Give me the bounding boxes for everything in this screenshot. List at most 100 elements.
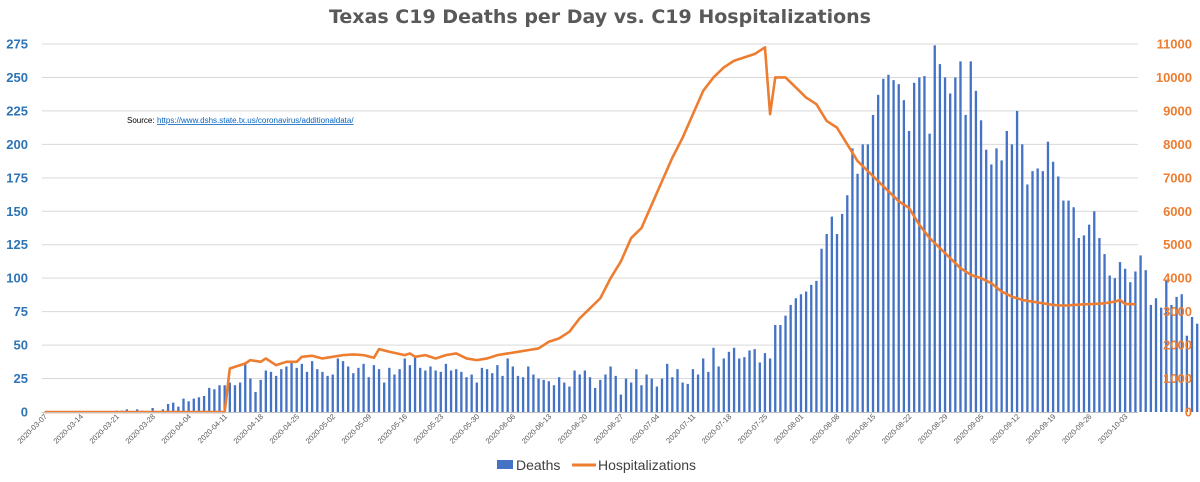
x-tick-label: 2020-05-09 (340, 412, 373, 445)
deaths-bar (372, 365, 376, 412)
deaths-bar (671, 377, 674, 412)
deaths-bar (974, 90, 978, 412)
deaths-bar (727, 351, 731, 412)
deaths-bar (954, 77, 957, 412)
deaths-bar (542, 379, 545, 412)
deaths-bar (722, 358, 725, 412)
deaths-bar (768, 358, 772, 412)
deaths-bar (213, 389, 216, 412)
deaths-bar (758, 362, 761, 412)
deaths-bar (820, 248, 823, 412)
source-link[interactable]: https://www.dshs.state.tx.us/coronavirus… (157, 116, 354, 125)
deaths-bar (609, 366, 612, 412)
deaths-bar (1149, 304, 1153, 412)
deaths-bar (326, 375, 329, 412)
y-axis-left: 0 25 50 75 100 125 150 175 200 225 250 275 (6, 37, 28, 420)
deaths-bar (717, 366, 720, 412)
x-tick-label: 2020-08-29 (916, 412, 949, 445)
deaths-bar (573, 370, 576, 412)
x-tick-label: 2020-06-06 (484, 412, 517, 445)
deaths-bar (532, 374, 535, 412)
deaths-bar (202, 395, 206, 412)
deaths-bar (151, 407, 154, 412)
deaths-bar (408, 365, 412, 412)
deaths-bar (269, 371, 273, 412)
deaths-bar (429, 366, 432, 412)
deaths-bar (177, 406, 180, 412)
y-right-tick-label: 2000 (1163, 338, 1192, 353)
deaths-bar (928, 133, 931, 412)
deaths-bar (866, 144, 870, 413)
deaths-bar (1170, 304, 1173, 412)
deaths-bar (681, 382, 684, 412)
deaths-bar (583, 370, 587, 412)
deaths-bar (403, 358, 406, 412)
deaths-bar (280, 369, 283, 412)
deaths-bar (969, 61, 972, 413)
y-right-tick-label: 4000 (1163, 271, 1192, 286)
deaths-bar (172, 402, 175, 412)
deaths-bars (115, 45, 1199, 413)
deaths-bar (187, 401, 190, 412)
deaths-bar (979, 120, 983, 412)
x-tick-label: 2020-07-18 (700, 412, 733, 445)
deaths-bar (1123, 268, 1127, 412)
deaths-bar (578, 374, 581, 412)
x-tick-label: 2020-07-25 (736, 412, 769, 445)
deaths-bar (1051, 161, 1055, 412)
x-tick-label: 2020-04-04 (160, 412, 193, 445)
y-left-tick-label: 125 (6, 237, 28, 252)
deaths-bar (254, 391, 257, 412)
deaths-bar (1134, 271, 1137, 412)
y-left-tick-label: 100 (6, 271, 28, 286)
legend-deaths-label: Deaths (516, 457, 560, 473)
deaths-bar (419, 367, 422, 412)
deaths-bar (774, 325, 777, 412)
deaths-bar (367, 377, 370, 412)
deaths-bar (995, 148, 998, 412)
deaths-bar (377, 369, 381, 412)
deaths-bar (1129, 282, 1132, 412)
y-right-tick-label: 0 (1185, 405, 1192, 420)
x-tick-label: 2020-08-15 (844, 412, 877, 445)
deaths-bar (825, 234, 828, 412)
deaths-bar (1185, 335, 1189, 412)
deaths-bar (593, 387, 597, 412)
deaths-bar (1046, 141, 1050, 412)
deaths-bar (388, 367, 391, 412)
deaths-bar (810, 284, 813, 412)
deaths-bar (1010, 144, 1014, 413)
deaths-bar (624, 378, 628, 412)
x-tick-label: 2020-05-02 (304, 412, 337, 445)
deaths-bar (563, 382, 566, 412)
x-tick-label: 2020-04-25 (268, 412, 301, 445)
deaths-bar (295, 367, 298, 412)
deaths-bar (835, 234, 839, 412)
deaths-bar (341, 361, 345, 412)
deaths-bar (527, 366, 530, 412)
source-label: Source: (127, 116, 155, 125)
deaths-bar (1139, 255, 1142, 412)
deaths-bar (434, 370, 437, 412)
deaths-bar (208, 387, 211, 412)
deaths-bar (475, 382, 478, 412)
deaths-bar (1005, 130, 1008, 413)
chart-title: Texas C19 Deaths per Day vs. C19 Hospita… (329, 6, 871, 28)
x-tick-label: 2020-08-01 (772, 412, 805, 445)
deaths-bar (537, 378, 540, 412)
deaths-bar (362, 363, 365, 412)
deaths-bar (938, 64, 942, 412)
deaths-bar (753, 349, 756, 412)
deaths-bar (892, 80, 895, 412)
y-right-tick-label: 5000 (1163, 237, 1192, 252)
deaths-bar (964, 114, 967, 413)
x-tick-label: 2020-05-16 (376, 412, 409, 445)
deaths-bar (918, 77, 921, 412)
y-right-tick-label: 10000 (1156, 70, 1192, 85)
x-tick-label: 2020-03-28 (124, 412, 157, 445)
source-annotation: Source: https://www.dshs.state.tx.us/cor… (127, 116, 354, 125)
legend-hospitalizations-label: Hospitalizations (598, 457, 696, 473)
deaths-bar (882, 78, 885, 412)
y-left-tick-label: 75 (14, 304, 28, 319)
deaths-bar (660, 378, 664, 412)
